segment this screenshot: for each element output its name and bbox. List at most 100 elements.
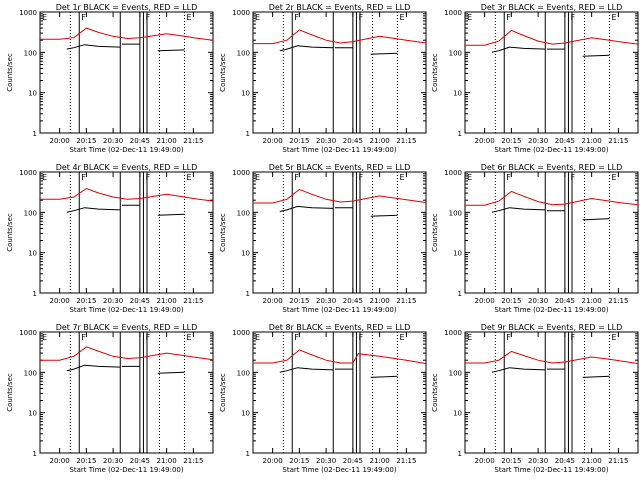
x-tick-label: 20:45 [130,457,150,465]
events-series-line [279,367,334,373]
y-tick-label: 100 [449,209,462,217]
y-tick-label: 100 [237,369,250,377]
x-tick-label: 20:30 [103,297,123,305]
x-tick-label: 20:00 [475,457,495,465]
events-series-line [66,207,121,213]
chart-title: Det 2r BLACK = Events, RED = LLD [269,3,411,12]
x-tick-label: 20:15 [289,297,309,305]
x-tick-label: 20:30 [316,457,336,465]
edge-marker-label: E [42,333,47,342]
x-tick-label: 21:00 [157,137,177,145]
edge-marker-label: E [255,333,260,342]
events-series-line [157,371,185,374]
x-tick-label: 20:30 [316,297,336,305]
y-tick-label: 1000 [232,9,250,17]
events-series-line [491,46,546,53]
x-tick-label: 21:00 [157,297,177,305]
x-tick-label: 20:30 [316,137,336,145]
x-tick-label: 20:15 [501,457,521,465]
y-tick-label: 1000 [444,329,462,337]
x-tick-label: 20:45 [343,137,363,145]
chart-panel-8: Det 8r BLACK = Events, RED = LLD 1 10 100 10… [219,323,427,474]
y-tick-label: 100 [24,369,37,377]
x-tick-label: 21:15 [608,457,628,465]
marker-flag-label: E [186,13,191,22]
x-tick-label: 21:00 [157,457,177,465]
x-tick-label: 20:00 [475,137,495,145]
chart-title: Det 3r BLACK = Events, RED = LLD [481,3,623,12]
y-tick-label: 100 [449,369,462,377]
y-axis-label: Counts/sec [219,373,227,412]
y-axis-label: Counts/sec [431,53,439,92]
x-tick-label: 20:15 [289,137,309,145]
marker-flag-label: F [570,13,575,22]
events-series-line [66,44,121,50]
y-tick-label: 1000 [444,9,462,17]
chart-title: Det 5r BLACK = Events, RED = LLD [269,163,411,172]
x-tick-label: 20:15 [76,137,96,145]
y-tick-label: 1 [458,130,462,138]
chart-panel-4: Det 4r BLACK = Events, RED = LLD 1 10 100 10… [6,163,214,314]
x-tick-label: 20:00 [50,457,70,465]
marker-flag-label: E [611,173,616,182]
x-tick-label: 21:15 [396,297,416,305]
chart-title: Det 6r BLACK = Events, RED = LLD [481,163,623,172]
y-tick-label: 100 [237,49,250,57]
x-axis-label: Start Time (02-Dec-11 19:49:00) [282,146,396,154]
x-tick-label: 20:15 [501,297,521,305]
y-tick-label: 1000 [232,169,250,177]
events-series-line [157,49,185,52]
edge-marker-label: E [42,13,47,22]
x-tick-label: 20:45 [555,297,575,305]
chart-panel-7: Det 7r BLACK = Events, RED = LLD 1 10 100 10… [6,323,214,474]
x-tick-label: 20:00 [263,297,283,305]
x-tick-label: 20:30 [528,457,548,465]
y-tick-label: 10 [241,410,250,418]
x-tick-label: 20:45 [555,137,575,145]
y-tick-label: 100 [24,209,37,217]
x-axis-label: Start Time (02-Dec-11 19:49:00) [282,306,396,314]
y-tick-label: 1000 [19,9,37,17]
chart-title: Det 7r BLACK = Events, RED = LLD [56,323,198,332]
y-tick-label: 1000 [444,169,462,177]
marker-flag-label: F [81,173,86,182]
x-axis-label: Start Time (02-Dec-11 19:49:00) [282,466,396,474]
y-axis-label: Counts/sec [6,213,14,252]
events-series-line [582,375,610,378]
marker-flag-label: F [506,333,511,342]
lld-series-line [465,190,639,206]
plot-frame [252,11,427,134]
marker-flag-label: F [145,13,150,22]
edge-marker-label: E [255,13,260,22]
y-axis-label: Counts/sec [431,373,439,412]
x-axis-label: Start Time (02-Dec-11 19:49:00) [69,146,183,154]
x-tick-label: 21:15 [183,457,203,465]
x-tick-label: 21:00 [370,297,390,305]
marker-flag-label: F [81,13,86,22]
marker-flag-label: E [186,333,191,342]
y-tick-label: 1000 [19,169,37,177]
marker-flag-label: E [399,173,404,182]
x-axis-label: Start Time (02-Dec-11 19:49:00) [69,306,183,314]
lld-series-line [465,350,639,365]
x-tick-label: 21:00 [582,297,602,305]
events-series-line [370,52,398,55]
plot-frame [39,331,214,454]
x-tick-label: 21:15 [608,297,628,305]
x-tick-label: 21:00 [370,137,390,145]
chart-title: Det 4r BLACK = Events, RED = LLD [56,163,198,172]
x-tick-label: 20:15 [76,457,96,465]
x-tick-label: 20:15 [501,137,521,145]
lld-series-line [465,29,639,46]
y-tick-label: 1 [33,130,37,138]
marker-flag-label: F [570,173,575,182]
marker-flag-label: F [294,333,299,342]
lld-series-line [253,349,427,365]
events-series-line [582,54,610,57]
chart-panel-5: Det 5r BLACK = Events, RED = LLD 1 10 100 10… [219,163,427,314]
y-tick-label: 100 [237,209,250,217]
x-tick-label: 21:00 [370,457,390,465]
x-tick-label: 21:15 [608,137,628,145]
chart-title: Det 9r BLACK = Events, RED = LLD [481,323,623,332]
x-tick-label: 20:45 [555,457,575,465]
